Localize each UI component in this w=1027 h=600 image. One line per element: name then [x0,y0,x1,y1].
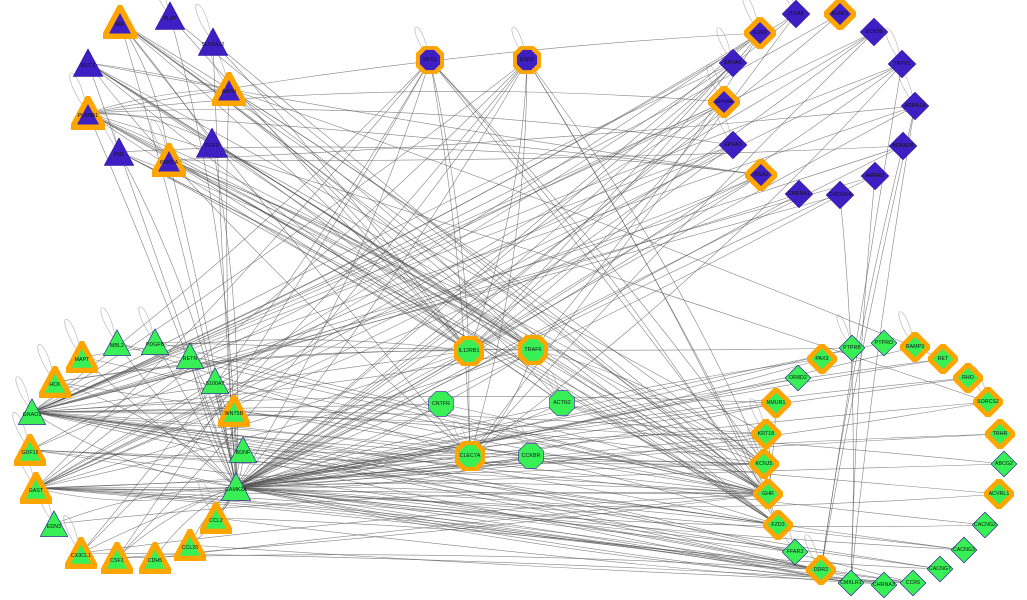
graph-node-esr2[interactable]: ESR2 [513,46,541,74]
graph-node-cacng3[interactable]: CACNG3 [950,536,978,564]
graph-node-klrf2[interactable]: KLRF2 [824,0,856,30]
graph-node-itga2[interactable]: ITGA2 [745,159,777,191]
graph-node-cntfr[interactable]: CNTFR [427,390,455,418]
graph-node-fgf9[interactable]: FGF9 [195,126,229,160]
graph-node-slc6a12[interactable]: SLC6A12 [197,26,229,58]
graph-node-chrna3[interactable]: CHRNA3 [870,571,898,599]
graph-node-cckbr[interactable]: CCKBR [517,442,545,470]
graph-node-chrna1[interactable]: CHRNA1 [784,179,814,209]
graph-node-plxnb1[interactable]: PLXNB1 [71,96,105,130]
graph-node-ramp3[interactable]: RAMP3 [900,332,930,362]
graph-node-ghr[interactable]: GHR [753,479,783,509]
graph-node-actn2[interactable]: ACTN2 [548,389,576,417]
graph-node-nmur1[interactable]: NMUR1 [761,388,791,418]
graph-node-il1r2[interactable]: IL1R2 [744,17,776,49]
graph-node-itga8[interactable]: ITGA8 [781,0,811,29]
graph-node-bdnf[interactable]: BDNF [228,435,258,465]
graph-node-acvrl1[interactable]: ACVRL1 [984,479,1014,509]
graph-node-camk2a[interactable]: CAMK2A [220,471,252,503]
graph-node-kcnj5[interactable]: KCNJ5 [749,449,779,479]
graph-node-edn3[interactable]: EDN3 [39,509,69,539]
graph-node-adra1a[interactable]: ADRA1A [900,91,930,121]
graph-node-csf1[interactable]: CSF1 [101,542,133,574]
graph-node-trpv1[interactable]: TRPV1 [887,49,917,79]
graph-node-ccl20[interactable]: CCL20 [174,529,206,561]
graph-node-hck[interactable]: HCK [39,366,71,398]
graph-node-gdf15[interactable]: GDF15 [14,434,46,466]
graph-node-wnt5b[interactable]: WNT5B [218,395,250,427]
graph-node-mls1[interactable]: MLS1 [416,46,444,74]
graph-node-ptprb[interactable]: PTPRB [838,334,866,362]
graph-node-fzd3[interactable]: FZD3 [763,510,793,540]
graph-node-scn3b[interactable]: SCN3B [859,17,889,47]
graph-node-epha5[interactable]: EPHA5 [718,48,748,78]
graph-node-sorcs2[interactable]: SORCS2 [973,387,1003,417]
graph-node-cacng4[interactable]: CACNG4 [825,180,855,210]
graph-node-adra1b[interactable]: ADRA1B [888,131,918,161]
graph-node-cacng2[interactable]: CACNG2 [971,511,999,539]
graph-node-prkca[interactable]: PRKCA [152,143,186,177]
graph-node-cx3cl1[interactable]: CX3CL1 [65,537,97,569]
graph-node-trhr[interactable]: TRHR [985,419,1015,449]
graph-node-ffar3[interactable]: FFAR3 [781,538,809,566]
graph-node-krt18[interactable]: KRT18 [751,419,781,449]
graph-node-traf6[interactable]: TRAF6 [518,335,548,365]
graph-node-abcg2[interactable]: ABCG2 [990,450,1018,478]
graph-node-fn1[interactable]: FN1 [103,136,135,168]
graph-node-muc1[interactable]: MUC1 [72,47,104,79]
graph-node-il12rb1[interactable]: IL12RB1 [454,336,484,366]
graph-node-mif[interactable]: MIF [103,5,137,39]
graph-node-gnao1[interactable]: GNAO1 [17,397,47,427]
graph-node-ccr6[interactable]: CCR6 [899,569,927,597]
graph-node-epha4[interactable]: EPHA4 [708,86,740,118]
graph-node-cmklr1[interactable]: CMKLR1 [837,569,865,597]
graph-node-pdgfb[interactable]: PDGFB [140,327,170,357]
graph-node-artn[interactable]: ARTN [212,72,246,106]
graph-node-ptpro[interactable]: PTPRO [870,329,898,357]
graph-node-cacng7[interactable]: CACNG7 [926,555,954,583]
graph-node-s100a7[interactable]: S100A7 [200,366,230,396]
graph-node-clec7a[interactable]: CLEC7A [455,441,485,471]
graph-node-plat[interactable]: PLAT [154,0,186,32]
graph-node-gast[interactable]: GAST [20,472,52,504]
graph-node-cdh5[interactable]: CDH5 [139,542,171,574]
graph-node-mbl2[interactable]: MBL2 [102,328,132,358]
graph-node-ddr2[interactable]: DDR2 [806,555,836,585]
graph-node-amhr2[interactable]: AMHR2 [860,161,890,191]
graph-node-epha3[interactable]: EPHA3 [718,130,748,160]
